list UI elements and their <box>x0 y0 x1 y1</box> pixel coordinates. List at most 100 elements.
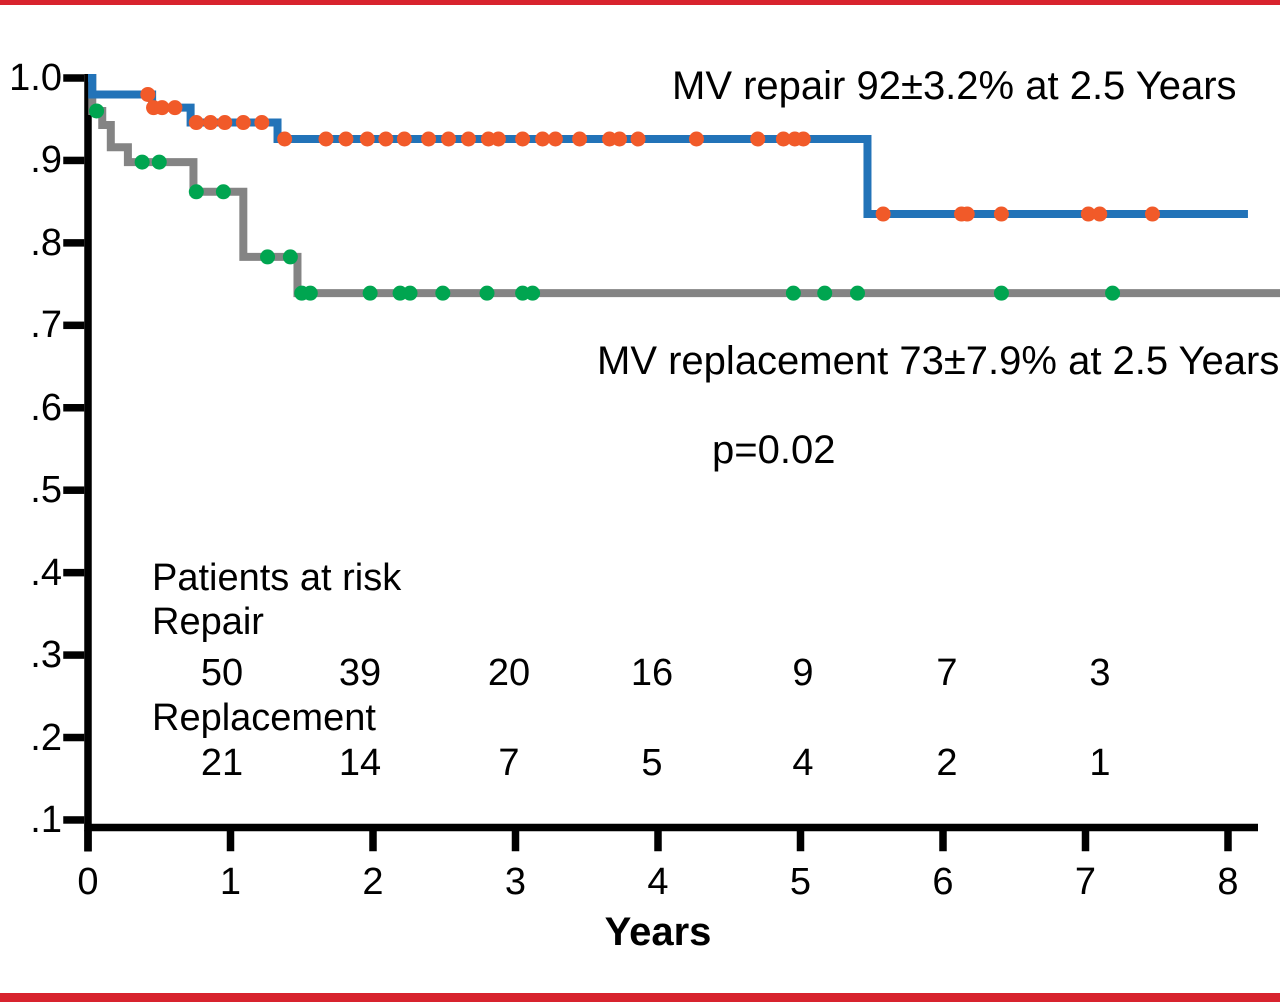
repair-censor-mark <box>993 206 1009 222</box>
y-axis-tick <box>63 486 85 494</box>
x-tick-label: 0 <box>77 861 99 903</box>
y-tick-label: .6 <box>30 386 62 429</box>
x-axis-tick <box>796 830 805 852</box>
x-tick-label: 3 <box>504 861 527 903</box>
risk-count-repair: 16 <box>630 652 674 694</box>
x-tick-label: 8 <box>1217 861 1239 903</box>
x-tick-label: 5 <box>789 861 812 903</box>
repair-censor-mark <box>441 131 457 147</box>
x-axis-title: Years <box>604 910 712 954</box>
repair-censor-mark <box>688 131 704 147</box>
repair-censor-mark <box>750 131 766 147</box>
replacement-censor-mark <box>151 154 167 170</box>
x-axis-tick <box>226 830 235 852</box>
y-axis-tick <box>63 816 85 824</box>
risk-count-repair: 20 <box>487 652 531 694</box>
x-tick-label: 4 <box>647 861 669 903</box>
replacement-censor-mark <box>89 103 105 119</box>
replacement-censor-mark <box>362 285 378 301</box>
repair-curve <box>88 74 1248 219</box>
y-axis-tick <box>63 568 85 577</box>
x-tick-label: 6 <box>932 861 954 903</box>
risk-count-replacement: 14 <box>338 742 382 784</box>
x-axis-tick <box>1081 830 1090 852</box>
x-axis-tick <box>84 830 92 852</box>
repair-censor-mark <box>460 131 476 147</box>
risk-count-replacement: 5 <box>641 742 663 784</box>
risk-row-label-repair: Repair <box>152 601 264 643</box>
repair-censor-mark <box>1092 206 1108 222</box>
repair-censor-mark <box>167 100 183 116</box>
x-tick-label: 2 <box>362 861 384 903</box>
y-tick-label: .7 <box>30 304 62 347</box>
repair-censor-mark <box>612 131 628 147</box>
replacement-censor-mark <box>188 184 204 200</box>
repair-censor-mark <box>203 115 219 131</box>
replacement-censor-mark <box>850 285 865 301</box>
x-axis-tick <box>1224 830 1232 852</box>
repair-censor-mark <box>359 131 375 147</box>
repair-censor-mark <box>254 115 270 131</box>
y-tick-label: .5 <box>30 469 62 512</box>
x-axis-tick <box>511 830 520 852</box>
y-tick-label: .2 <box>30 716 62 759</box>
replacement-censor-mark <box>1105 285 1121 301</box>
y-tick-label: .9 <box>30 139 62 182</box>
x-tick-label: 7 <box>1074 861 1097 903</box>
bottom-border-line <box>0 993 1280 1002</box>
repair-censor-mark <box>959 206 975 222</box>
repair-censor-mark <box>396 131 412 147</box>
annotation-mv-replacement: MV replacement 73±7.9% at 2.5 Years <box>597 339 1280 383</box>
replacement-censor-mark <box>260 249 276 265</box>
top-border-line <box>0 0 1280 5</box>
replacement-censor-mark <box>993 285 1009 301</box>
repair-censor-mark <box>217 115 233 131</box>
replacement-censor-mark <box>479 285 495 301</box>
repair-censor-mark <box>515 131 531 147</box>
risk-count-replacement: 7 <box>498 742 520 784</box>
y-axis-tick <box>63 733 85 742</box>
repair-censor-mark <box>140 86 156 102</box>
repair-censor-mark <box>630 131 646 147</box>
replacement-censor-mark <box>785 285 801 301</box>
y-axis-tick <box>63 239 85 247</box>
x-axis-tick <box>654 830 662 852</box>
x-axis-tick <box>939 830 947 852</box>
repair-censor-mark <box>572 131 588 147</box>
repair-censor-mark <box>1080 206 1096 222</box>
risk-table-title: Patients at risk <box>152 557 402 599</box>
repair-censor-mark <box>188 115 204 131</box>
annotation-p-value: p=0.02 <box>712 428 836 472</box>
risk-count-repair: 3 <box>1089 652 1111 694</box>
replacement-censor-mark <box>302 285 318 301</box>
y-axis-spine <box>84 74 92 852</box>
y-tick-label: .3 <box>30 634 62 677</box>
repair-censor-mark <box>535 131 551 147</box>
x-axis-tick <box>369 830 377 852</box>
annotation-mv-repair: MV repair 92±3.2% at 2.5 Years <box>672 64 1237 108</box>
replacement-censor-mark <box>134 154 150 170</box>
repair-censor-mark <box>318 131 334 147</box>
repair-censor-mark <box>277 131 293 147</box>
replacement-censor-mark <box>282 249 298 265</box>
repair-censor-mark <box>338 131 354 147</box>
y-tick-label: .8 <box>30 221 62 264</box>
replacement-censor-mark <box>525 285 541 301</box>
replacement-censor-mark <box>215 184 231 200</box>
repair-censor-mark <box>875 206 891 222</box>
risk-row-label-replacement: Replacement <box>152 697 376 739</box>
y-axis-tick <box>63 321 85 330</box>
y-tick-label: 1.0 <box>9 57 62 99</box>
repair-censor-mark <box>421 131 437 147</box>
y-tick-label: .1 <box>30 798 62 841</box>
repair-censor-mark <box>547 131 563 147</box>
y-tick-label: .4 <box>30 551 62 594</box>
replacement-censor-mark <box>435 285 451 301</box>
risk-count-replacement: 2 <box>936 742 958 784</box>
repair-censor-mark <box>235 115 251 131</box>
risk-count-repair: 39 <box>338 652 382 694</box>
risk-count-repair: 7 <box>936 652 958 694</box>
y-axis-tick <box>63 404 85 412</box>
